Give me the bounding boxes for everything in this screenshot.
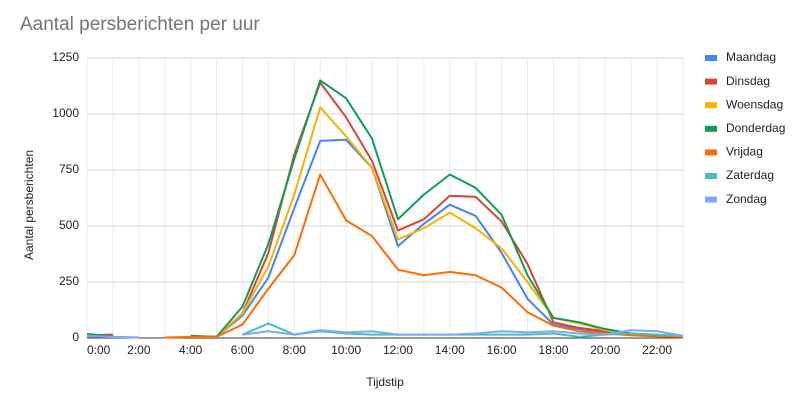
- legend-swatch: [705, 55, 717, 61]
- y-tick-label: 750: [59, 162, 79, 176]
- x-tick-label: 12:00: [383, 343, 413, 357]
- series-line: [86, 106, 684, 338]
- legend-label: Donderdag: [726, 121, 785, 135]
- series-line: [86, 138, 684, 339]
- legend-label: Woensdag: [726, 97, 783, 111]
- series-line: [86, 329, 684, 339]
- x-tick-label: 8:00: [283, 343, 307, 357]
- x-tick-label: 10:00: [331, 343, 361, 357]
- series-line: [86, 173, 684, 339]
- x-tick-label: 4:00: [179, 343, 203, 357]
- legend-swatch: [705, 173, 717, 179]
- x-tick-label: 2:00: [127, 343, 151, 357]
- legend-swatch: [705, 125, 717, 132]
- y-tick-label: 250: [59, 274, 79, 288]
- x-tick-label: 22:00: [642, 343, 672, 357]
- x-axis-title: Tijdstip: [366, 375, 404, 389]
- legend-label: Maandag: [726, 50, 776, 64]
- x-tick-label: 6:00: [231, 343, 255, 357]
- y-tick-label: 500: [59, 218, 79, 232]
- legend-swatch: [705, 78, 717, 85]
- x-tick-label: 14:00: [435, 343, 465, 357]
- x-tick-label: 0:00: [87, 343, 111, 357]
- legend-swatch: [705, 196, 717, 203]
- legend-swatch: [705, 102, 717, 109]
- legend-label: Zaterdag: [726, 168, 774, 182]
- legend-label: Zondag: [726, 192, 767, 206]
- legend-label: Dinsdag: [726, 74, 770, 88]
- x-tick-label: 16:00: [487, 343, 517, 357]
- y-axis-title: Aantal persberichten: [22, 150, 36, 260]
- x-tick-label: 20:00: [590, 343, 620, 357]
- y-tick-label: 0: [72, 330, 79, 344]
- y-tick-label: 1250: [52, 50, 79, 64]
- legend-label: Vrijdag: [726, 145, 763, 159]
- y-tick-label: 1000: [52, 106, 79, 120]
- x-tick-label: 18:00: [538, 343, 568, 357]
- legend-swatch: [705, 149, 717, 156]
- chart-title: Aantal persberichten per uur: [20, 14, 260, 35]
